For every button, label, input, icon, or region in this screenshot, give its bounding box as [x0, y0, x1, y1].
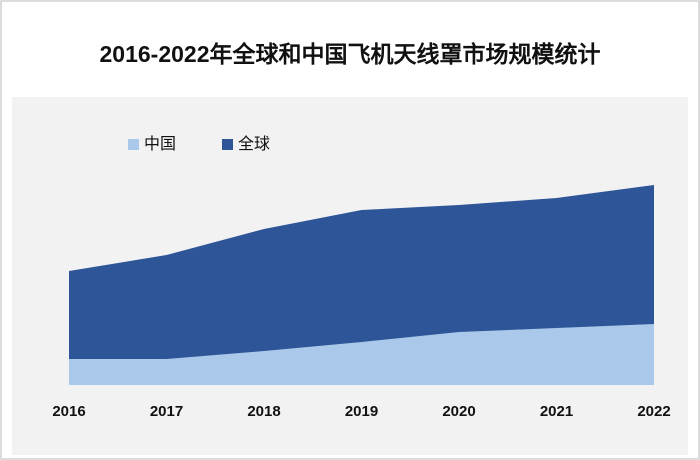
area: [69, 324, 654, 385]
x-tick-label: 2017: [150, 403, 183, 420]
legend-label: 中国: [144, 135, 176, 153]
x-tick-label: 2021: [540, 403, 573, 420]
x-tick-label: 2018: [247, 403, 280, 420]
chart-title: 2016-2022年全球和中国飞机天线罩市场规模统计: [100, 41, 601, 67]
x-tick-label: 2019: [345, 403, 378, 420]
legend-swatch: [128, 139, 139, 150]
legend-swatch: [222, 139, 233, 150]
legend-label: 全球: [238, 135, 270, 153]
x-tick-label: 2022: [637, 403, 670, 420]
x-tick-label: 2016: [52, 403, 85, 420]
x-tick-label: 2020: [442, 403, 475, 420]
